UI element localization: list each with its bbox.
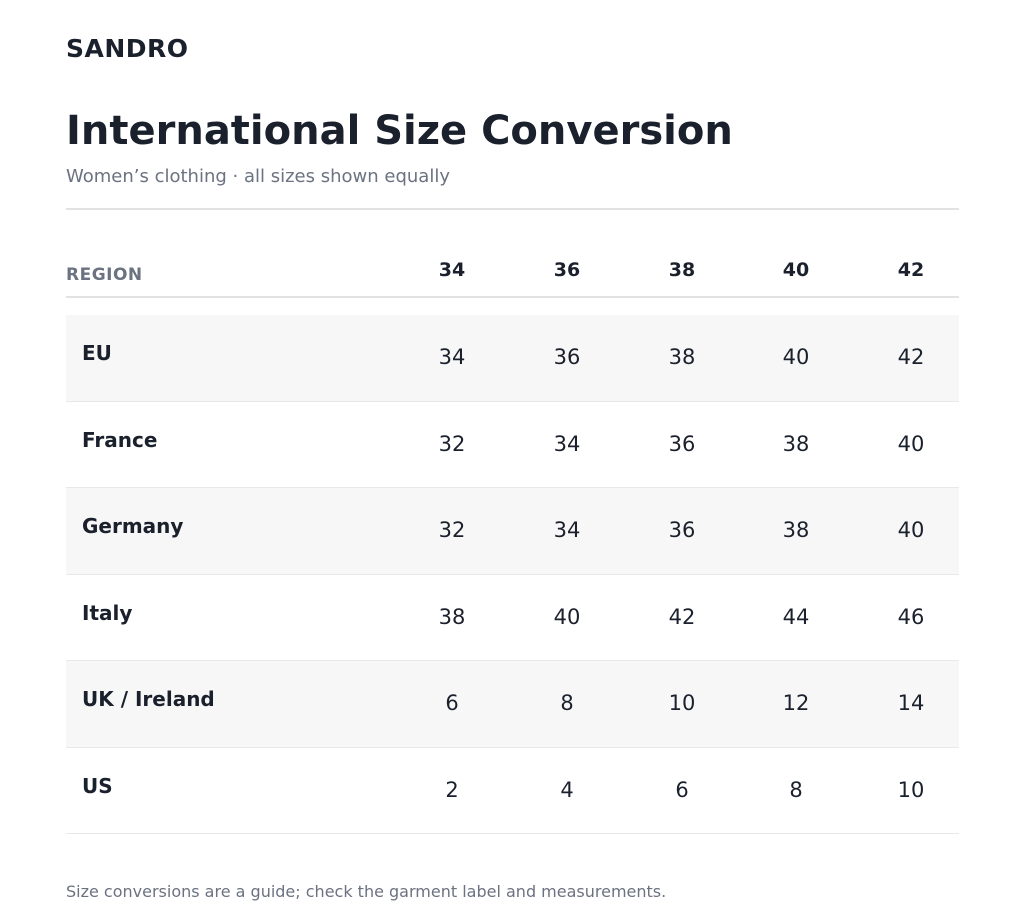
size-cell: 36 — [553, 345, 581, 369]
size-cell: 34 — [553, 518, 581, 542]
size-cell: 34 — [553, 431, 581, 456]
region-label: UK / Ireland — [82, 687, 215, 711]
size-cell: 10 — [897, 777, 925, 802]
size-cell: 8 — [789, 777, 803, 802]
size-cell: 40 — [897, 518, 925, 542]
size-cell: 34 — [438, 345, 466, 369]
size-cell: 36 — [668, 518, 696, 542]
region-label: France — [82, 427, 158, 452]
size-column-header: 42 — [897, 259, 925, 281]
size-cell: 42 — [897, 345, 925, 369]
size-cell: 38 — [782, 518, 810, 542]
size-cell: 14 — [897, 691, 925, 715]
footnote: Size conversions are a guide; check the … — [66, 882, 667, 901]
size-table-body: EU 34 36 38 40 42 France 32 34 36 38 40 … — [66, 315, 959, 834]
table-row: Italy 38 40 42 44 46 — [66, 575, 959, 661]
size-column-header: 38 — [668, 259, 696, 281]
brand-logo[interactable]: SANDRO — [66, 34, 189, 63]
region-label: EU — [82, 341, 112, 365]
size-cell: 38 — [438, 604, 466, 629]
size-cell: 8 — [560, 691, 574, 715]
size-cell: 12 — [782, 691, 810, 715]
size-cell: 46 — [897, 604, 925, 629]
region-label: Italy — [82, 600, 133, 625]
size-cell: 40 — [897, 431, 925, 456]
size-cell: 32 — [438, 518, 466, 542]
size-table-header: REGION 34 36 38 40 42 — [66, 250, 959, 298]
region-label: US — [82, 773, 113, 798]
size-cell: 40 — [782, 345, 810, 369]
size-cell: 2 — [445, 777, 459, 802]
table-row: US 2 4 6 8 10 — [66, 748, 959, 834]
size-cell: 36 — [668, 431, 696, 456]
size-cell: 6 — [445, 691, 459, 715]
size-cell: 32 — [438, 431, 466, 456]
page-title: International Size Conversion — [66, 108, 733, 154]
size-column-header: 34 — [438, 259, 466, 281]
size-column-header: 36 — [553, 259, 581, 281]
table-row: UK / Ireland 6 8 10 12 14 — [66, 661, 959, 748]
table-row: France 32 34 36 38 40 — [66, 402, 959, 488]
size-cell: 4 — [560, 777, 574, 802]
page-subtitle: Women’s clothing · all sizes shown equal… — [66, 166, 450, 187]
size-cell: 38 — [668, 345, 696, 369]
size-cell: 40 — [553, 604, 581, 629]
size-cell: 44 — [782, 604, 810, 629]
size-cell: 38 — [782, 431, 810, 456]
size-column-header: 40 — [782, 259, 810, 281]
region-label: Germany — [82, 514, 184, 538]
size-cell: 42 — [668, 604, 696, 629]
size-cell: 10 — [668, 691, 696, 715]
header-divider — [66, 208, 959, 210]
table-row: EU 34 36 38 40 42 — [66, 315, 959, 402]
table-row: Germany 32 34 36 38 40 — [66, 488, 959, 575]
region-column-header: REGION — [66, 265, 143, 285]
size-cell: 6 — [675, 777, 689, 802]
